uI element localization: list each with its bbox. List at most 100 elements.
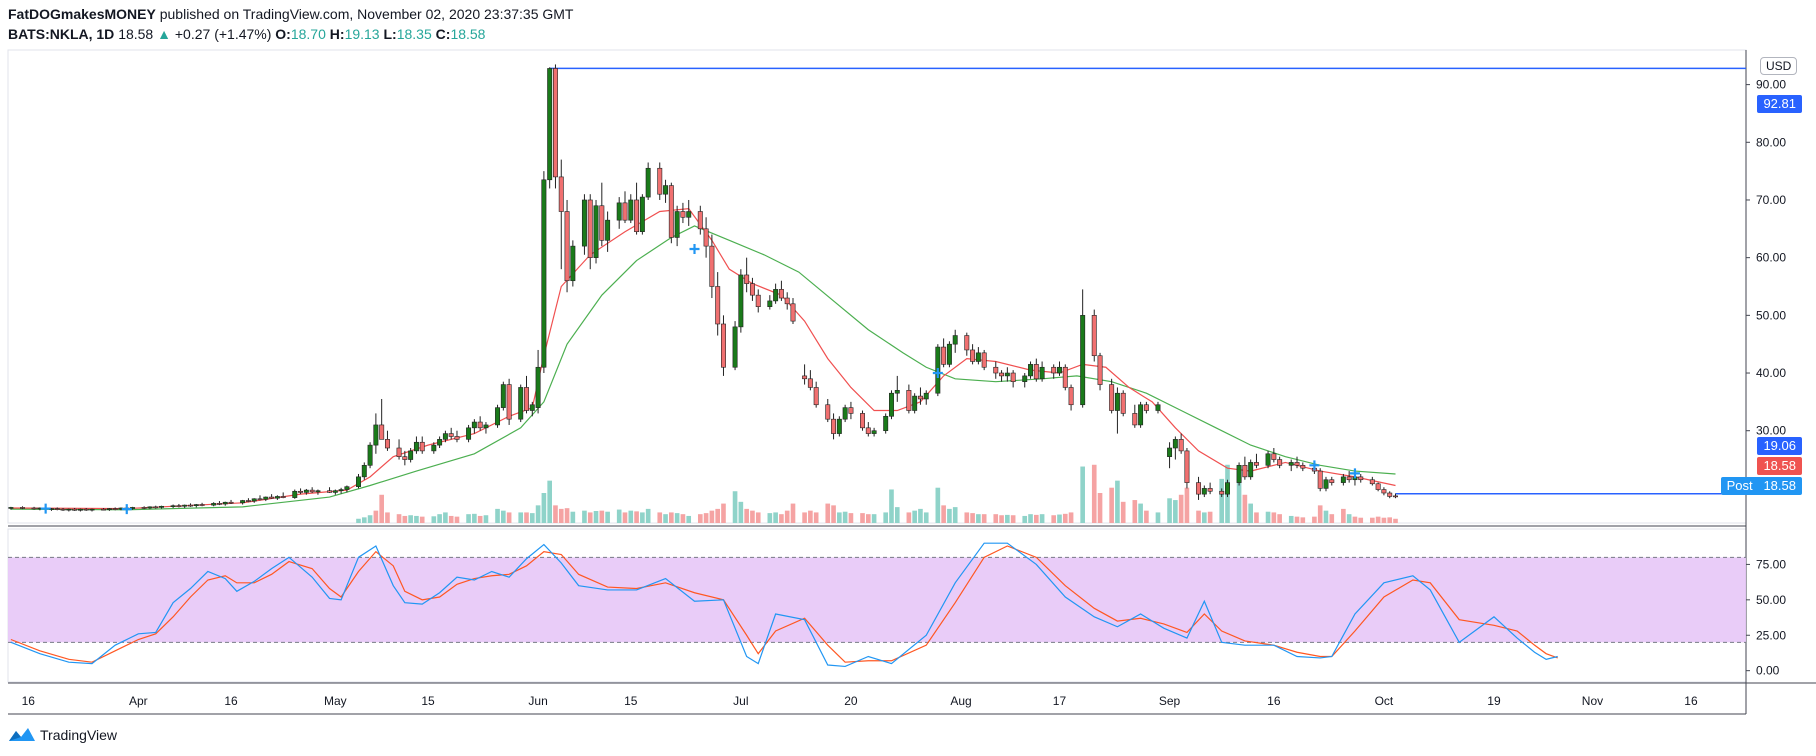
volume-bar (1068, 512, 1074, 523)
time-tick-label: Jul (733, 694, 748, 708)
volume-bar (750, 510, 755, 523)
candle-body (1039, 366, 1045, 380)
volume-bar (1057, 514, 1062, 523)
candle-body (448, 433, 454, 437)
volume-bar (663, 514, 668, 523)
candle-body (130, 507, 136, 509)
price-tick-label: 80.00 (1756, 135, 1786, 149)
volume-bar (1265, 511, 1271, 523)
candle-body (1138, 404, 1144, 426)
volume-bar (1109, 487, 1114, 523)
candle-body (1317, 470, 1323, 489)
time-tick-label: 15 (421, 694, 435, 708)
volume-bar (1248, 503, 1253, 523)
candle-body (518, 387, 524, 420)
volume-bar (1184, 487, 1190, 523)
volume-bar (1155, 512, 1161, 523)
volume-bar (738, 501, 744, 523)
ohlc-legend: BATS:NKLA, 1D 18.58 ▲ +0.27 (+1.47%) O:1… (8, 26, 485, 42)
candle-body (732, 326, 738, 368)
volume-bar (697, 514, 703, 523)
candle-body (622, 202, 628, 221)
candle-body (715, 286, 721, 325)
author-name[interactable]: FatDOGmakesMONEY (8, 6, 156, 22)
candle-body (941, 346, 947, 365)
volume-bar (1097, 493, 1103, 523)
volume-bar (1294, 516, 1300, 523)
candle-body (332, 490, 338, 493)
candle-body (848, 407, 854, 414)
candle-body (101, 508, 107, 511)
candle-body (541, 179, 547, 368)
candle-body (917, 395, 923, 400)
volume-bar (506, 512, 512, 523)
candle-body (807, 378, 813, 388)
volume-bar (599, 510, 605, 523)
volume-bar (361, 517, 367, 523)
candle-body (211, 503, 217, 506)
candle-body (216, 503, 222, 505)
candle-body (645, 167, 651, 198)
volume-bar (802, 512, 807, 523)
crosshair-marker (689, 244, 700, 255)
candle-body (240, 500, 246, 504)
crosshair-marker (40, 503, 51, 514)
candle-body (680, 211, 686, 218)
candle-body (384, 439, 390, 449)
volume-bar (831, 505, 836, 523)
volume-bar (1144, 510, 1149, 523)
time-tick-label: Apr (129, 694, 148, 708)
volume-bar (779, 514, 784, 523)
currency-button[interactable]: USD (1760, 57, 1798, 75)
price-tick-label: 40.00 (1756, 366, 1786, 380)
candle-body (170, 505, 176, 507)
volume-bar (593, 511, 599, 523)
candle-body (1004, 372, 1010, 377)
time-tick-label: 16 (224, 694, 238, 708)
candle-body (1143, 404, 1149, 411)
volume-bar (703, 513, 709, 523)
volume-bar (419, 516, 425, 523)
candle-body (547, 68, 553, 181)
candle-body (112, 508, 118, 510)
low-label: L: (383, 26, 397, 42)
volume-bar (813, 512, 819, 523)
last-price-tag: 18.58 (1757, 457, 1802, 475)
brand-name: TradingView (40, 727, 118, 743)
candle-body (1346, 476, 1352, 481)
volume-bar (732, 491, 738, 523)
candle-body (1271, 453, 1277, 460)
candle-body (871, 430, 877, 434)
tradingview-brand[interactable]: TradingView (8, 726, 117, 744)
volume-bar (1132, 500, 1138, 523)
volume-bar (1271, 512, 1277, 523)
candle-body (709, 245, 715, 287)
osc-tick-label: 25.00 (1756, 628, 1786, 642)
candle-body (1091, 315, 1097, 357)
candle-body (1381, 489, 1387, 494)
volume-bar (1219, 478, 1225, 523)
volume-bar (848, 513, 854, 523)
candle-body (657, 167, 663, 195)
volume-bar (1323, 510, 1329, 523)
candle-body (634, 199, 640, 233)
candle-body (1022, 375, 1028, 382)
volume-bar (640, 512, 645, 523)
volume-bar (999, 515, 1004, 523)
candle-body (72, 508, 78, 511)
candle-body (946, 343, 952, 365)
candle-body (587, 199, 593, 258)
crosshair-marker (932, 368, 943, 379)
candle-body (912, 395, 918, 411)
candle-body (738, 274, 744, 328)
candle-body (1369, 479, 1375, 485)
candle-body (831, 418, 837, 434)
candle-body (784, 297, 790, 305)
symbol-label[interactable]: BATS:NKLA, 1D (8, 26, 115, 42)
ma-slow-line (10, 225, 1396, 511)
candle-body (842, 407, 848, 420)
volume-bar (443, 512, 448, 523)
candle-body (767, 300, 773, 307)
candle-body (495, 407, 501, 426)
